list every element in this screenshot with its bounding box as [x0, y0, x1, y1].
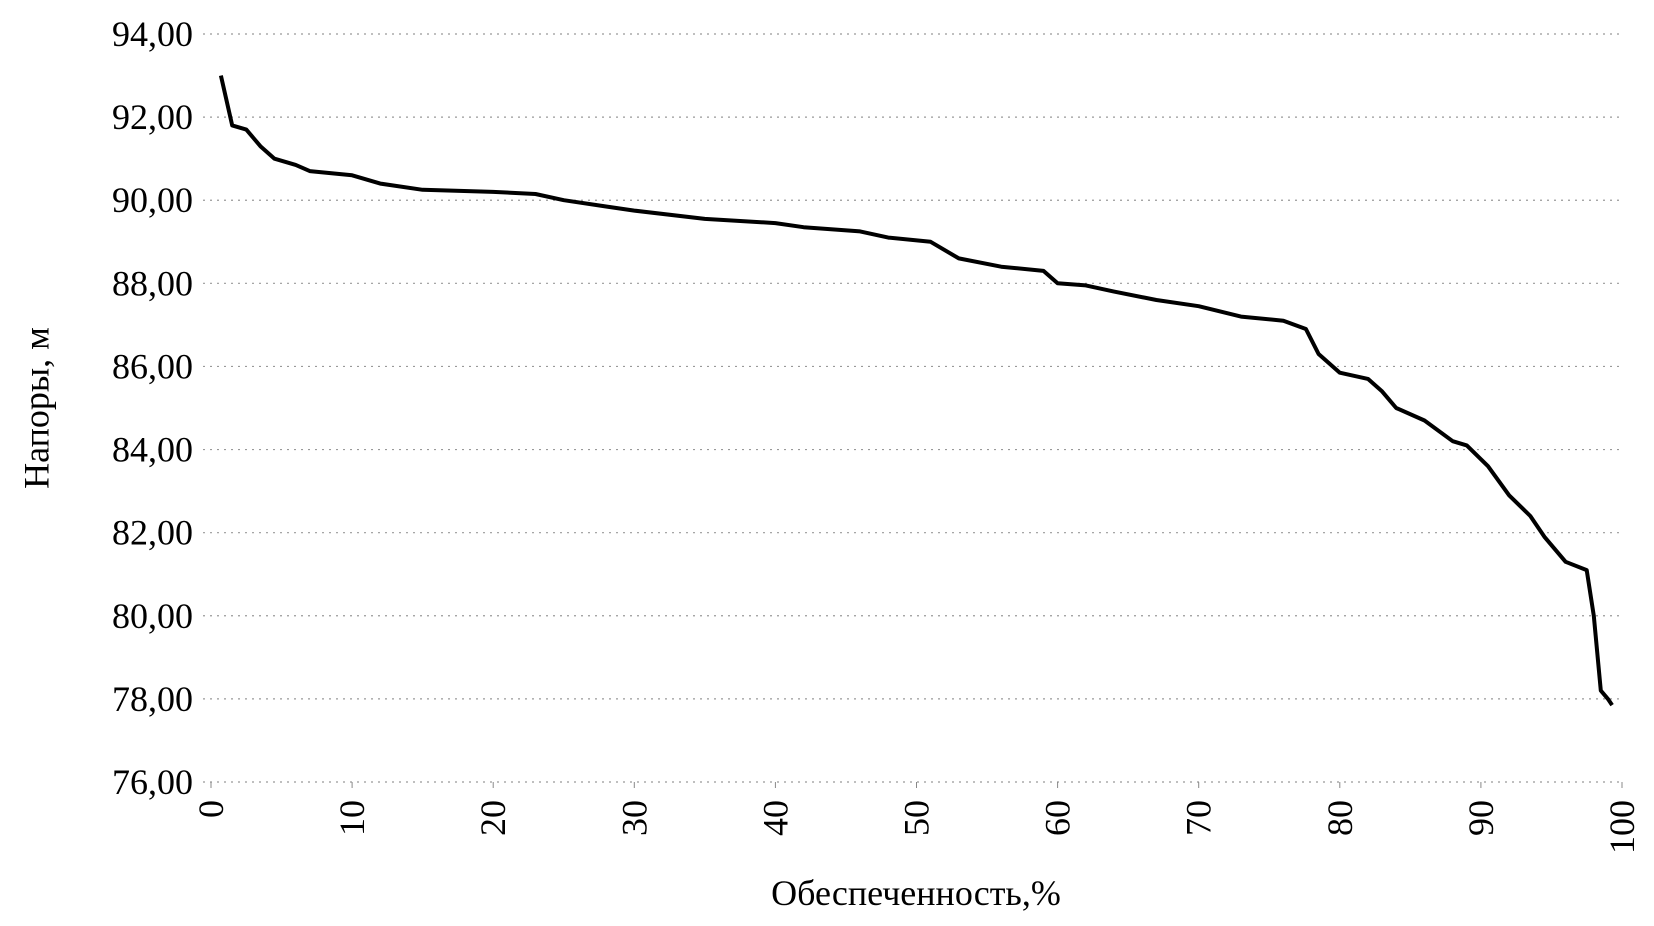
y-tick-label: 88,00 [112, 263, 193, 303]
x-axis-title: Обеспеченность,% [771, 873, 1061, 913]
y-tick-label: 80,00 [112, 596, 193, 636]
line [218, 75, 1614, 707]
y-tick-label: 94,00 [112, 14, 193, 54]
x-tick-label: 10 [332, 800, 372, 836]
x-tick-label: 100 [1602, 800, 1642, 854]
x-tick-label: 70 [1179, 800, 1219, 836]
y-tick-label: 82,00 [112, 513, 193, 553]
y-tick-label: 84,00 [112, 430, 193, 470]
y-tick-label: 86,00 [112, 346, 193, 386]
x-tick-label: 0 [191, 800, 231, 818]
x-tick-label: 90 [1461, 800, 1501, 836]
y-tick-label: 92,00 [112, 97, 193, 137]
x-tick-label: 40 [755, 800, 795, 836]
x-tick-label: 50 [897, 800, 937, 836]
x-tick-label: 60 [1038, 800, 1078, 836]
y-tick-label: 76,00 [112, 762, 193, 802]
y-axis-title: Напоры, м [16, 327, 56, 489]
x-tick-label: 20 [473, 800, 513, 836]
y-tick-label: 90,00 [112, 180, 193, 220]
x-tick-label: 80 [1320, 800, 1360, 836]
x-tick-label: 30 [614, 800, 654, 836]
y-tick-label: 78,00 [112, 679, 193, 719]
